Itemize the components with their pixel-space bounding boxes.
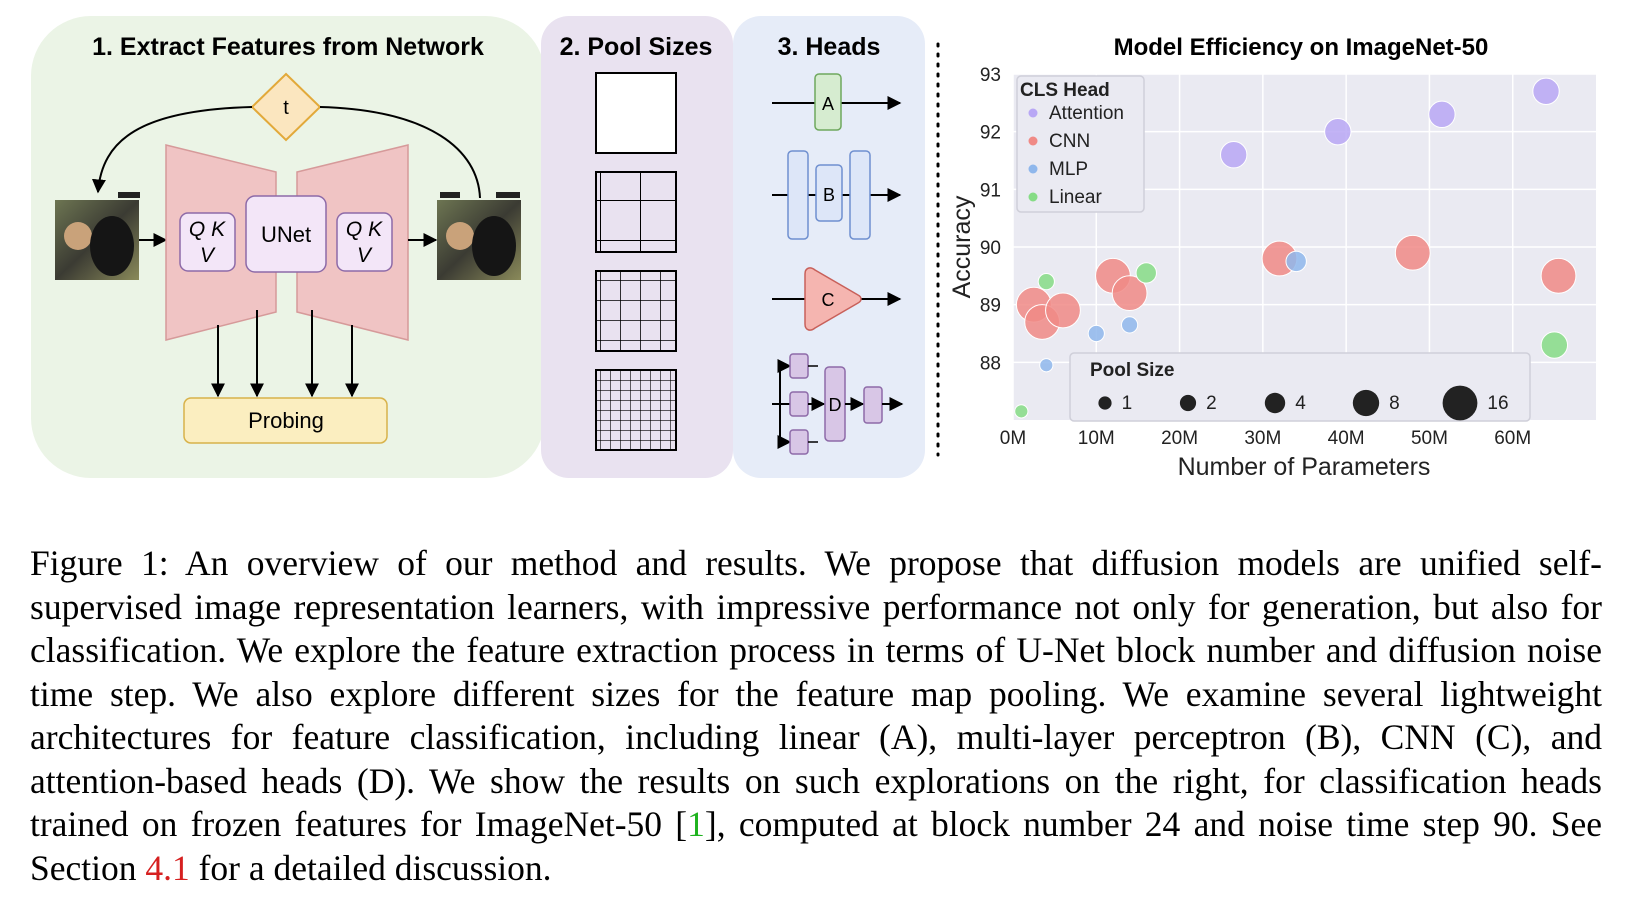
data-point-cnn [1540,257,1577,294]
data-point-linear [1037,273,1055,291]
citation-link[interactable]: 1 [687,804,705,844]
head-c-label: C [822,290,835,310]
pool-size-legend-title: Pool Size [1090,360,1174,381]
pool-grid-4x4 [595,270,677,352]
head-b-box-1 [787,150,809,240]
data-point-mlp [1087,324,1105,343]
y-tick-label: 92 [980,123,1001,144]
pool-size-label: 2 [1206,393,1217,414]
caption-text-1: Figure 1: An overview of our method and … [30,543,1602,844]
panel1-title: 1. Extract Features from Network [92,33,484,61]
pool-size-label: 8 [1389,393,1400,414]
legend-marker-mlp [1028,164,1038,174]
x-tick-label: 20M [1161,428,1198,449]
timestep-arrow-left [91,106,253,194]
x-tick-label: 30M [1244,428,1281,449]
qkv-right-line2: V [357,244,373,267]
efficiency-chart: Model Efficiency on ImageNet-50 0M 10M 20M… [948,34,1596,481]
section-link[interactable]: 4.1 [145,847,190,888]
legend-label-linear: Linear [1049,187,1102,208]
figure-caption: Figure 1: An overview of our method and … [30,542,1602,890]
y-tick-label: 93 [980,65,1001,86]
legend-label-cnn: CNN [1049,131,1090,152]
output-image [437,192,521,280]
head-b-box-2 [815,164,843,222]
panel-extract-features: 1. Extract Features from Network t Q K V… [31,16,545,478]
data-point-mlp [1285,250,1307,273]
data-point-cnn [1111,275,1148,312]
data-point-attention [1324,117,1352,146]
data-point-attention [1220,141,1248,169]
pool-size-label: 16 [1487,393,1508,414]
pool-grid-1x1 [595,72,677,154]
probing-box [183,397,388,444]
legend-marker-cnn [1028,136,1038,146]
y-tick-label: 89 [980,296,1001,317]
head-a-label: A [822,94,834,114]
head-d-diagram [772,353,904,455]
legend-marker-attention [1028,108,1038,118]
panel-heads: 3. Heads A B C [733,16,925,478]
x-tick-label: 0M [1000,428,1026,449]
pool-size-marker [1264,392,1286,414]
x-tick-label: 50M [1411,428,1448,449]
x-tick-label: 60M [1494,428,1531,449]
x-tick-label: 10M [1078,428,1115,449]
data-point-mlp [1121,316,1139,334]
qkv-left-line1: Q K [189,218,226,241]
legend-label-mlp: MLP [1049,159,1088,180]
y-tick-label: 90 [980,238,1001,259]
data-point-attention [1532,77,1560,105]
qkv-right-box [336,212,393,272]
head-d-label: D [829,395,842,415]
chart-title: Model Efficiency on ImageNet-50 [1114,34,1489,61]
pool-size-marker [1352,389,1380,417]
pool-size-marker [1442,385,1478,421]
head-b-box-3 [849,150,871,240]
y-tick-label: 91 [980,180,1001,201]
method-overview-figure: 1. Extract Features from Network t Q K V… [31,16,1596,481]
data-point-cnn [1045,292,1081,329]
pool-size-marker [1098,396,1112,410]
head-c-triangle [804,267,862,331]
timestep-label: t [283,97,289,119]
pool-size-label: 4 [1295,393,1306,414]
qkv-left-line2: V [200,244,216,267]
head-a-box [814,73,842,131]
data-point-attention [1428,100,1456,129]
legend-label-attention: Attention [1049,103,1124,124]
pool-size-marker [1179,394,1197,412]
unet-box [245,195,327,273]
pool-size-label: 1 [1122,393,1133,414]
x-tick-label: 40M [1328,428,1365,449]
pool-grid-2x2 [595,171,677,253]
qkv-right-line1: Q K [346,218,383,241]
unet-label: UNet [261,222,311,247]
data-point-linear [1135,262,1157,284]
panel-pool-sizes: 2. Pool Sizes [541,16,733,478]
series-legend: CLS Head Attention CNN MLP Linear [1016,75,1145,213]
pool-size-legend: Pool Size 1 2 4 8 16 [1069,352,1531,422]
y-tick-label: 88 [980,353,1001,374]
legend-title: CLS Head [1020,80,1110,101]
noisy-input-image [55,192,140,280]
data-point-mlp [1039,358,1054,373]
data-point-cnn [1394,234,1431,271]
qkv-left-box [179,212,236,272]
panel3-title: 3. Heads [778,33,881,61]
caption-text-3: for a detailed discussion. [189,847,552,888]
data-point-linear [1540,331,1569,359]
panel2-title: 2. Pool Sizes [560,33,713,61]
legend-marker-linear [1028,192,1038,202]
y-axis-label: Accuracy [948,195,976,298]
pool-grid-8x8 [595,369,677,451]
timestep-arrow-right [319,106,481,199]
probing-label: Probing [248,408,324,433]
caption-text-2: ], computed at block number 24 and noise… [30,804,1602,888]
x-axis-label: Number of Parameters [1178,453,1431,481]
head-b-label: B [823,185,835,205]
timestep-diamond [250,72,322,142]
data-point-linear [1014,404,1029,419]
